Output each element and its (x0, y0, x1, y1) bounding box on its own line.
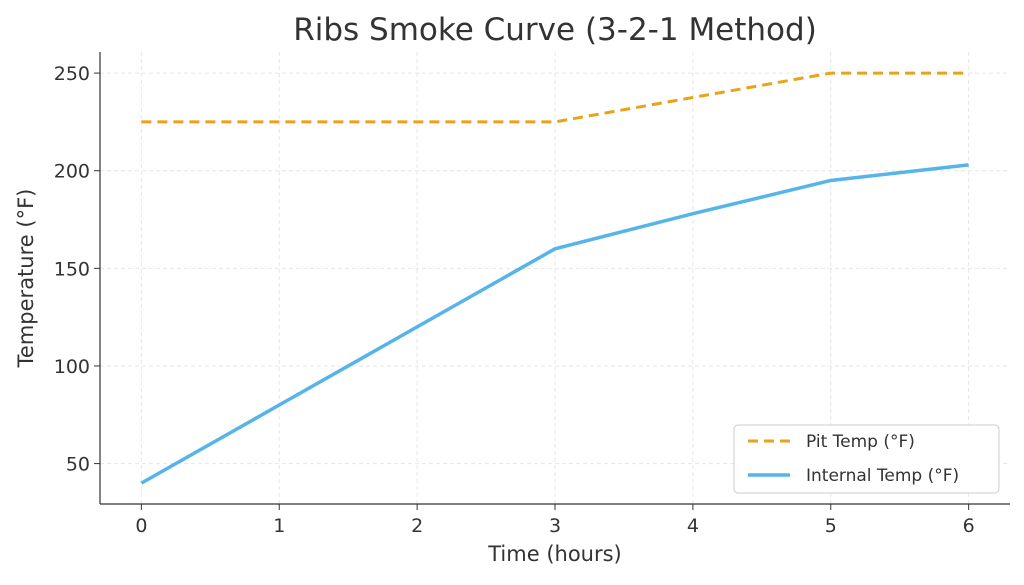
x-tick-label: 2 (411, 515, 423, 537)
x-tick-label: 0 (135, 515, 147, 537)
x-tick-label: 4 (687, 515, 699, 537)
chart-title: Ribs Smoke Curve (3-2-1 Method) (293, 12, 817, 48)
y-axis-label: Temperature (°F) (14, 189, 38, 369)
x-tick-label: 5 (825, 515, 837, 537)
y-tick-label: 50 (66, 454, 90, 476)
series-line-pit-temp (141, 71, 969, 124)
legend: Pit Temp (°F) Internal Temp (°F) (733, 424, 1000, 494)
y-tick-label: 100 (54, 356, 90, 378)
series-lines (140, 71, 969, 485)
x-axis-label: Time (hours) (487, 542, 622, 566)
y-tick-label: 200 (54, 161, 90, 183)
legend-label-pit-temp: Pit Temp (°F) (806, 432, 915, 452)
y-tick-label: 250 (54, 63, 90, 85)
x-tick-label: 6 (963, 515, 975, 537)
legend-box (733, 424, 1000, 494)
x-tick-label: 1 (273, 515, 285, 537)
series-line-internal-temp (140, 163, 969, 485)
y-tick-label: 150 (54, 258, 90, 280)
legend-label-internal-temp: Internal Temp (°F) (806, 466, 959, 486)
x-tick-label: 3 (549, 515, 561, 537)
axes: 0 1 2 3 4 5 6 50 100 150 200 250 (54, 52, 1010, 537)
